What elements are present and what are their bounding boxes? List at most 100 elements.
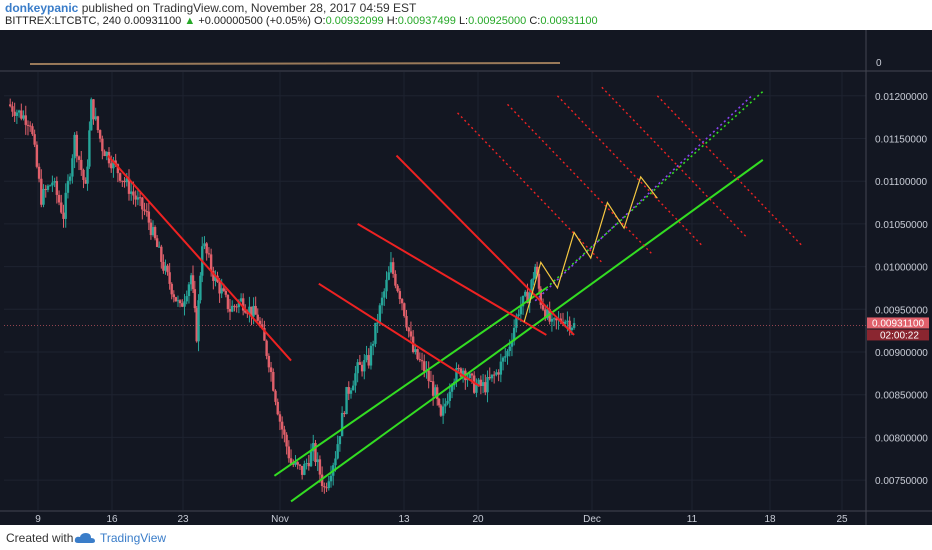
price-tick-label: 0.00850000 (875, 391, 928, 402)
candle-body (114, 160, 117, 165)
candle-body (40, 178, 43, 205)
candle-body (51, 182, 54, 186)
candle-body (207, 253, 211, 255)
candle-body (394, 273, 397, 286)
candle-body (457, 368, 460, 370)
candle-body (278, 414, 282, 422)
author-name[interactable]: donkeypanic (5, 1, 79, 15)
volume-pane: 0 (0, 30, 932, 525)
candle-body (416, 349, 419, 360)
candle-body (437, 398, 441, 406)
price-tick-label: 0.01050000 (875, 220, 928, 231)
candle-body (71, 158, 74, 177)
candle-body (246, 312, 249, 314)
candle-body (389, 262, 393, 273)
trendline (318, 282, 481, 388)
price-tick-label: 0.00800000 (875, 433, 928, 444)
candle-body (420, 360, 424, 362)
time-tick-label: Nov (271, 514, 289, 525)
candle-body (73, 134, 76, 159)
candle-body (555, 318, 558, 321)
candle-body (147, 211, 151, 223)
time-tick-label: Dec (583, 514, 601, 525)
candle-body (521, 295, 525, 307)
candle-body (222, 288, 225, 291)
candle-body (260, 324, 264, 329)
up-arrow-icon: ▲ (184, 15, 196, 27)
drawings (4, 86, 866, 503)
candle-body (374, 322, 377, 344)
candle-body (363, 359, 366, 372)
candle-body (285, 434, 288, 447)
candle-body (475, 384, 478, 393)
candle-body (524, 291, 527, 296)
candle-body (305, 463, 308, 465)
candle-body (385, 279, 388, 292)
candle-body (274, 390, 277, 402)
candle-body (127, 178, 131, 194)
candle-body (501, 357, 505, 362)
candle-body (166, 265, 169, 273)
tradingview-brand[interactable]: TradingView (100, 531, 167, 545)
candle-body (283, 429, 286, 435)
candle-body (508, 346, 511, 351)
candle-body (193, 289, 197, 309)
candle-body (181, 303, 184, 307)
price-tick-label: 0.00900000 (875, 348, 928, 359)
candle-body (178, 300, 182, 304)
candle-body (340, 412, 344, 437)
candle-body (528, 292, 531, 304)
volume-line (29, 62, 561, 65)
candle-body (195, 308, 198, 342)
candle-body (276, 401, 279, 415)
candle-body (477, 379, 480, 385)
trendline (395, 154, 575, 336)
candle-body (296, 462, 299, 465)
candle-body (391, 262, 395, 274)
candle-body (434, 387, 437, 396)
grid-lines (4, 72, 866, 510)
candle-body (116, 164, 120, 174)
candle-body (35, 144, 39, 167)
candle-body (544, 309, 547, 319)
candle-body (568, 320, 571, 331)
candle-body (22, 115, 25, 119)
open-value: 0.00932099 (325, 15, 384, 27)
candle-body (488, 376, 491, 379)
candle-body (400, 299, 404, 304)
candle-body (31, 126, 34, 135)
candle-body (414, 349, 417, 352)
candle-body (316, 459, 319, 463)
candle-body (450, 385, 454, 392)
candle-body (256, 314, 259, 321)
candle-body (44, 188, 47, 190)
candle-body (130, 191, 133, 194)
candle-body (486, 376, 489, 393)
candle-body (205, 243, 208, 254)
candle-body (280, 421, 284, 430)
candle-body (461, 370, 465, 377)
candle-body (398, 291, 402, 300)
candle-body (110, 163, 113, 169)
candle-body (98, 130, 102, 139)
candle-body (203, 243, 206, 247)
candle-body (15, 112, 19, 116)
candle-body (145, 211, 148, 213)
candle-body (396, 285, 399, 292)
price-chart[interactable]: 0 0.01200000 0.01150000 0.01100000 0.010500… (0, 30, 932, 525)
low-label: L: (458, 15, 469, 27)
candle-body (153, 227, 157, 239)
candle-body (183, 301, 186, 307)
chart-area[interactable]: 0 0.01200000 0.01150000 0.01100000 0.010500… (0, 30, 932, 525)
candle-body (504, 356, 507, 358)
footer: Created with TradingView (0, 525, 932, 550)
candle-body (307, 463, 311, 467)
candle-body (123, 180, 126, 183)
candle-body (383, 291, 386, 298)
candle-body (241, 298, 245, 311)
candle-body (134, 195, 137, 200)
time-tick-label: 11 (687, 514, 698, 525)
candle-body (455, 368, 458, 382)
candle-body (427, 370, 430, 381)
candle-body (101, 138, 104, 152)
